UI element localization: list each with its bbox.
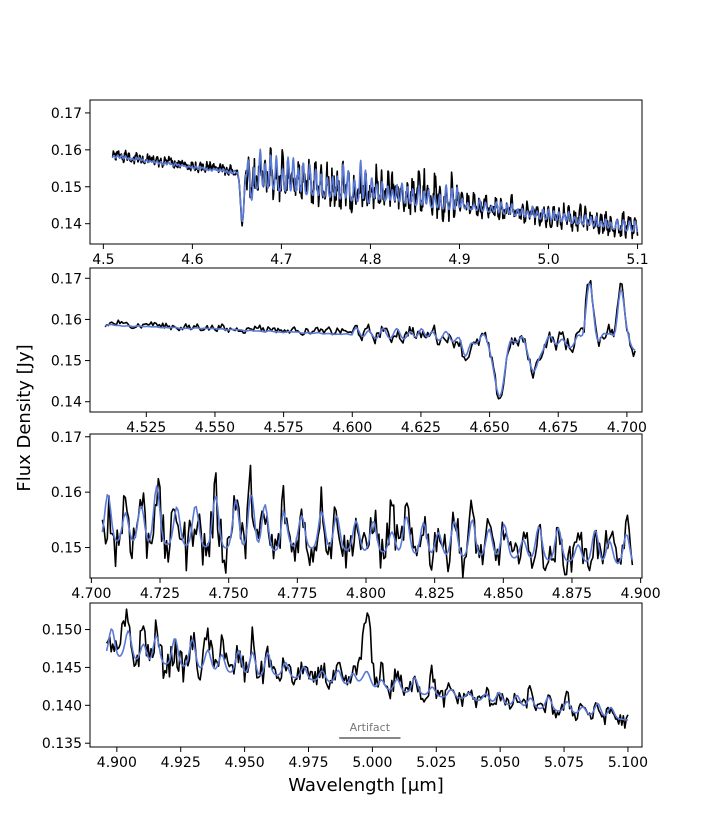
x-tick-label: 4.700 xyxy=(71,586,111,602)
x-tick-label: 4.875 xyxy=(552,586,592,602)
axes-frame xyxy=(89,433,643,579)
panel-zoom-1: 4.525 4.550 4.575 4.600 4.625 4.650 4.675 4.700… xyxy=(51,267,647,436)
x-tick-label: 4.775 xyxy=(277,586,317,602)
y-tick-label: 0.140 xyxy=(42,698,82,714)
x-tick-label: 5.100 xyxy=(608,755,648,771)
y-tick-label: 0.14 xyxy=(51,217,82,233)
x-tick-label: 4.550 xyxy=(195,420,235,436)
x-tick-label: 5.025 xyxy=(416,755,456,771)
y-tick-label: 0.145 xyxy=(42,660,82,676)
y-tick-label: 0.17 xyxy=(51,271,82,287)
x-tick-label: 4.650 xyxy=(470,420,510,436)
x-tick-label: 5.075 xyxy=(544,755,584,771)
y-tick-label: 0.17 xyxy=(51,430,82,446)
axes-frame xyxy=(89,267,643,413)
series-observed-line xyxy=(101,464,634,578)
y-tick-label: 0.15 xyxy=(51,354,82,370)
x-tick-label: 4.8 xyxy=(359,252,381,268)
x-tick-label: 4.800 xyxy=(346,586,386,602)
series-model-line xyxy=(104,282,636,397)
y-tick-label: 0.16 xyxy=(51,143,82,159)
y-tick-label: 0.135 xyxy=(42,736,82,752)
y-tick-label: 0.16 xyxy=(51,312,82,328)
x-tick-label: 5.000 xyxy=(352,755,392,771)
y-tick-label: 0.15 xyxy=(51,180,82,196)
x-tick-label: 4.950 xyxy=(225,755,265,771)
y-tick-label: 0.17 xyxy=(51,106,82,122)
y-tick-label: 0.16 xyxy=(51,485,82,501)
panel-zoom-3: 4.900 4.925 4.950 4.975 5.000 5.025 5.050 5.075… xyxy=(42,602,648,771)
x-tick-label: 4.525 xyxy=(126,420,166,436)
x-axis-label: Wavelength [μm] xyxy=(288,775,444,796)
x-tick-label: 4.825 xyxy=(415,586,455,602)
x-tick-label: 4.9 xyxy=(448,252,470,268)
x-tick-label: 4.900 xyxy=(97,755,137,771)
x-tick-label: 4.700 xyxy=(607,420,647,436)
series-observed-line xyxy=(104,279,636,400)
artifact-label: Artifact xyxy=(350,721,391,734)
y-axis-label: Flux Density [Jy] xyxy=(14,344,35,491)
x-tick-label: 4.575 xyxy=(264,420,304,436)
x-tick-label: 5.050 xyxy=(480,755,520,771)
x-tick-label: 4.600 xyxy=(332,420,372,436)
axes-frame xyxy=(89,99,643,245)
x-tick-label: 4.975 xyxy=(288,755,328,771)
x-tick-label: 4.5 xyxy=(92,252,114,268)
x-tick-label: 4.675 xyxy=(538,420,578,436)
series-observed-line xyxy=(105,608,629,729)
series-model-line xyxy=(105,628,629,721)
series-model-line xyxy=(111,148,639,233)
x-tick-label: 4.900 xyxy=(621,586,661,602)
axes-frame xyxy=(89,602,643,748)
panel-zoom-2: 4.700 4.725 4.750 4.775 4.800 4.825 4.850 4.875… xyxy=(51,430,661,602)
x-tick-label: 4.625 xyxy=(401,420,441,436)
x-tick-label: 5.0 xyxy=(537,252,559,268)
panel-overview: 4.5 4.6 4.7 4.8 4.9 5.0 5.1 0.14 0.15 0.16 0.17 xyxy=(51,99,649,268)
x-tick-label: 4.750 xyxy=(209,586,249,602)
y-tick-label: 0.150 xyxy=(42,623,82,639)
y-tick-label: 0.15 xyxy=(51,541,82,557)
y-tick-label: 0.14 xyxy=(51,395,82,411)
x-tick-label: 4.6 xyxy=(181,252,203,268)
x-tick-label: 5.1 xyxy=(626,252,648,268)
x-tick-label: 4.7 xyxy=(270,252,292,268)
x-tick-label: 4.925 xyxy=(161,755,201,771)
panels: 4.5 4.6 4.7 4.8 4.9 5.0 5.10.140.150.160.174.5… xyxy=(42,99,661,771)
x-tick-label: 4.725 xyxy=(140,586,180,602)
series-model-line xyxy=(101,485,634,564)
x-tick-label: 4.850 xyxy=(483,586,523,602)
